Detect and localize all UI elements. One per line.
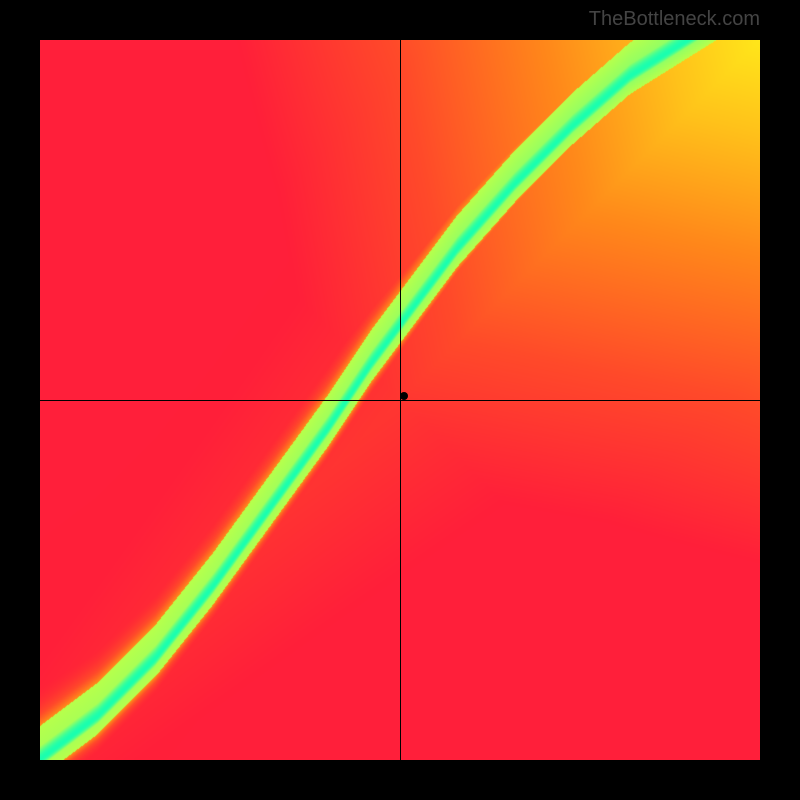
heatmap-plot (40, 40, 760, 760)
watermark-text: TheBottleneck.com (589, 8, 760, 31)
crosshair-vertical (400, 40, 401, 760)
marker-dot (400, 392, 408, 400)
